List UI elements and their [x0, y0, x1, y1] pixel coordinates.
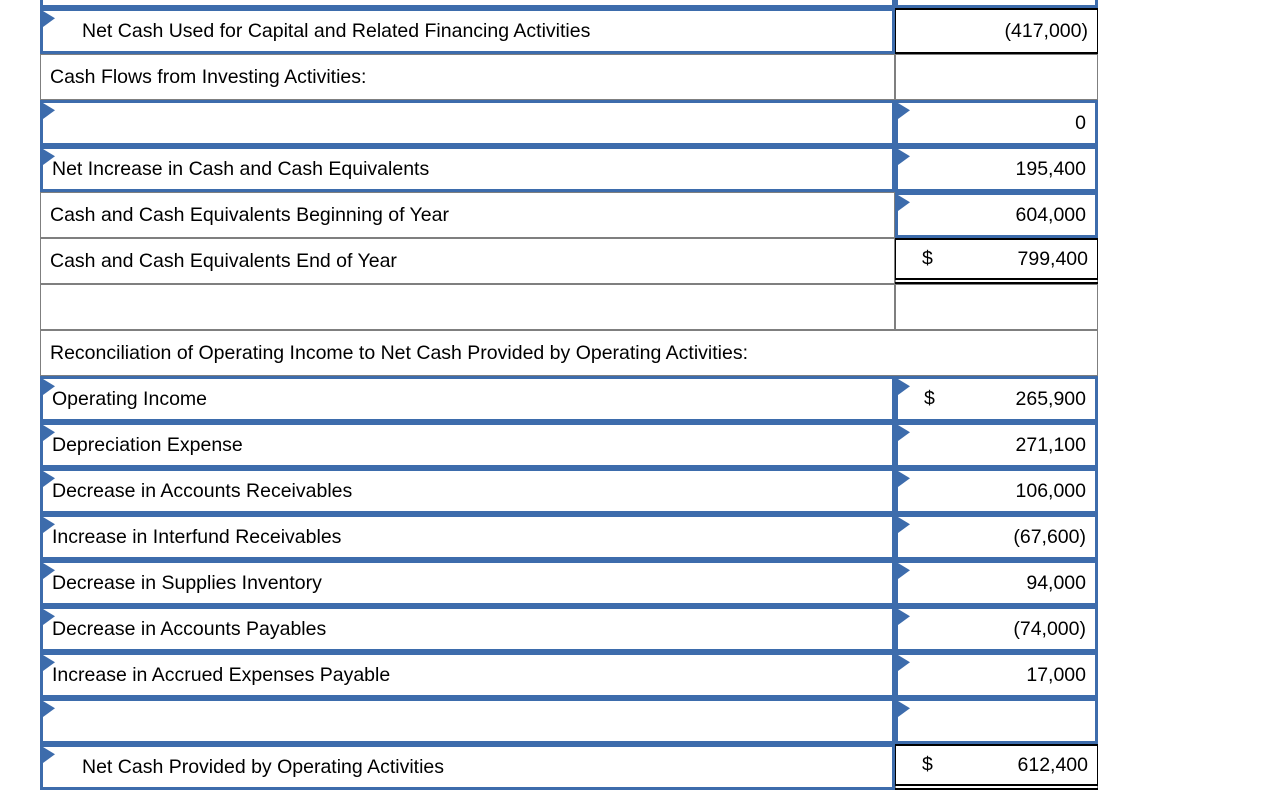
- cell-text: Cash and Cash Equivalents End of Year: [50, 249, 397, 272]
- cell-text: 271,100: [1015, 433, 1087, 456]
- cell-text: 265,900: [1015, 387, 1087, 410]
- value-cell[interactable]: 271,100: [895, 422, 1098, 468]
- table-row: Cash and Cash Equivalents End of Year $79…: [40, 238, 1098, 284]
- value-cell: [895, 284, 1098, 330]
- value-cell[interactable]: 94,000: [895, 560, 1098, 606]
- cell-text: Increase in Accrued Expenses Payable: [52, 663, 391, 686]
- label-cell: Cash and Cash Equivalents End of Year: [40, 238, 895, 284]
- input-flag-icon: [898, 103, 910, 119]
- label-cell[interactable]: [40, 0, 895, 8]
- value-cell[interactable]: $265,900: [895, 376, 1098, 422]
- table-row: Cash Flows from Investing Activities:: [40, 54, 1098, 100]
- cell-text: 106,000: [1015, 479, 1087, 502]
- label-cell[interactable]: Decrease in Supplies Inventory: [40, 560, 895, 606]
- cell-text: Net Increase in Cash and Cash Equivalent…: [52, 157, 430, 180]
- value-cell[interactable]: [895, 698, 1098, 744]
- label-cell[interactable]: Net Cash Used for Capital and Related Fi…: [40, 8, 895, 54]
- cell-text: Decrease in Accounts Receivables: [52, 479, 353, 502]
- label-cell[interactable]: Net Increase in Cash and Cash Equivalent…: [40, 146, 895, 192]
- table-row: Reconciliation of Operating Income to Ne…: [40, 330, 1098, 376]
- label-cell: Cash and Cash Equivalents Beginning of Y…: [40, 192, 895, 238]
- table-row: Net Cash Used for Capital and Related Fi…: [40, 8, 1098, 54]
- cell-text: 17,000: [1026, 663, 1086, 686]
- value-cell[interactable]: 604,000: [895, 192, 1098, 238]
- value-cell: [895, 54, 1098, 100]
- table-row: Increase in Accrued Expenses Payable 17,0…: [40, 652, 1098, 698]
- label-cell[interactable]: Increase in Interfund Receivables: [40, 514, 895, 560]
- label-cell[interactable]: Increase in Accrued Expenses Payable: [40, 652, 895, 698]
- cell-text: 799,400: [1017, 247, 1089, 270]
- table-row: Cash and Cash Equivalents Beginning of Y…: [40, 192, 1098, 238]
- cell-text: Cash and Cash Equivalents Beginning of Y…: [50, 203, 449, 226]
- label-cell: Cash Flows from Investing Activities:: [40, 54, 895, 100]
- currency-symbol: $: [922, 753, 933, 776]
- value-cell[interactable]: 17,000: [895, 652, 1098, 698]
- table-row: Net Cash Provided by Operating Activitie…: [40, 744, 1098, 790]
- table-row: 0: [40, 100, 1098, 146]
- cell-text: 612,400: [1017, 753, 1089, 776]
- input-flag-icon: [898, 379, 910, 395]
- label-cell[interactable]: Decrease in Accounts Receivables: [40, 468, 895, 514]
- cell-text: 195,400: [1015, 157, 1087, 180]
- label-cell[interactable]: Net Cash Provided by Operating Activitie…: [40, 744, 895, 790]
- input-flag-icon: [898, 471, 910, 487]
- table-row: Decrease in Accounts Receivables 106,000: [40, 468, 1098, 514]
- section-header-cell: Reconciliation of Operating Income to Ne…: [40, 330, 1098, 376]
- cell-text: Depreciation Expense: [52, 433, 243, 456]
- input-flag-icon: [43, 103, 55, 119]
- label-cell[interactable]: [40, 698, 895, 744]
- table-row: [40, 0, 1098, 8]
- value-cell[interactable]: 0: [895, 100, 1098, 146]
- cell-text: Cash Flows from Investing Activities:: [50, 65, 367, 88]
- value-cell[interactable]: 195,400: [895, 146, 1098, 192]
- value-cell[interactable]: 106,000: [895, 468, 1098, 514]
- input-flag-icon: [43, 701, 55, 717]
- value-cell: $612,400: [895, 744, 1098, 790]
- cell-text: Net Cash Provided by Operating Activitie…: [82, 755, 445, 778]
- currency-symbol: $: [922, 247, 933, 270]
- value-cell[interactable]: (67,600): [895, 514, 1098, 560]
- table-row: Increase in Interfund Receivables (67,600…: [40, 514, 1098, 560]
- label-cell[interactable]: Decrease in Accounts Payables: [40, 606, 895, 652]
- table-row: Net Increase in Cash and Cash Equivalent…: [40, 146, 1098, 192]
- cell-text: 94,000: [1026, 571, 1086, 594]
- label-cell: [40, 284, 895, 330]
- cash-flow-table: Net Cash Used for Capital and Related Fi…: [40, 0, 1098, 792]
- input-flag-icon: [898, 195, 910, 211]
- cell-text: (74,000): [1013, 617, 1086, 640]
- table-row: Decrease in Supplies Inventory 94,000: [40, 560, 1098, 606]
- label-cell[interactable]: Depreciation Expense: [40, 422, 895, 468]
- cell-text: Decrease in Supplies Inventory: [52, 571, 322, 594]
- value-cell[interactable]: [895, 0, 1098, 8]
- input-flag-icon: [898, 701, 910, 717]
- input-flag-icon: [898, 425, 910, 441]
- currency-symbol: $: [924, 387, 935, 410]
- cell-text: Reconciliation of Operating Income to Ne…: [50, 341, 749, 364]
- table-row: Decrease in Accounts Payables (74,000): [40, 606, 1098, 652]
- input-flag-icon: [898, 517, 910, 533]
- label-cell[interactable]: Operating Income: [40, 376, 895, 422]
- cell-text: (417,000): [1004, 19, 1088, 42]
- input-flag-icon: [898, 609, 910, 625]
- cell-text: Increase in Interfund Receivables: [52, 525, 342, 548]
- value-cell: $799,400: [895, 238, 1098, 284]
- value-cell: (417,000): [895, 8, 1098, 54]
- table-row: [40, 284, 1098, 330]
- table-row: Operating Income $265,900: [40, 376, 1098, 422]
- input-flag-icon: [898, 563, 910, 579]
- cell-text: 604,000: [1015, 203, 1087, 226]
- label-cell[interactable]: [40, 100, 895, 146]
- input-flag-icon: [898, 655, 910, 671]
- cell-text: (67,600): [1013, 525, 1086, 548]
- cell-text: Operating Income: [52, 387, 208, 410]
- input-flag-icon: [898, 149, 910, 165]
- table-row: [40, 698, 1098, 744]
- cell-text: Net Cash Used for Capital and Related Fi…: [82, 19, 591, 42]
- table-row: Depreciation Expense 271,100: [40, 422, 1098, 468]
- cell-text: Decrease in Accounts Payables: [52, 617, 327, 640]
- value-cell[interactable]: (74,000): [895, 606, 1098, 652]
- cell-text: 0: [1075, 111, 1086, 134]
